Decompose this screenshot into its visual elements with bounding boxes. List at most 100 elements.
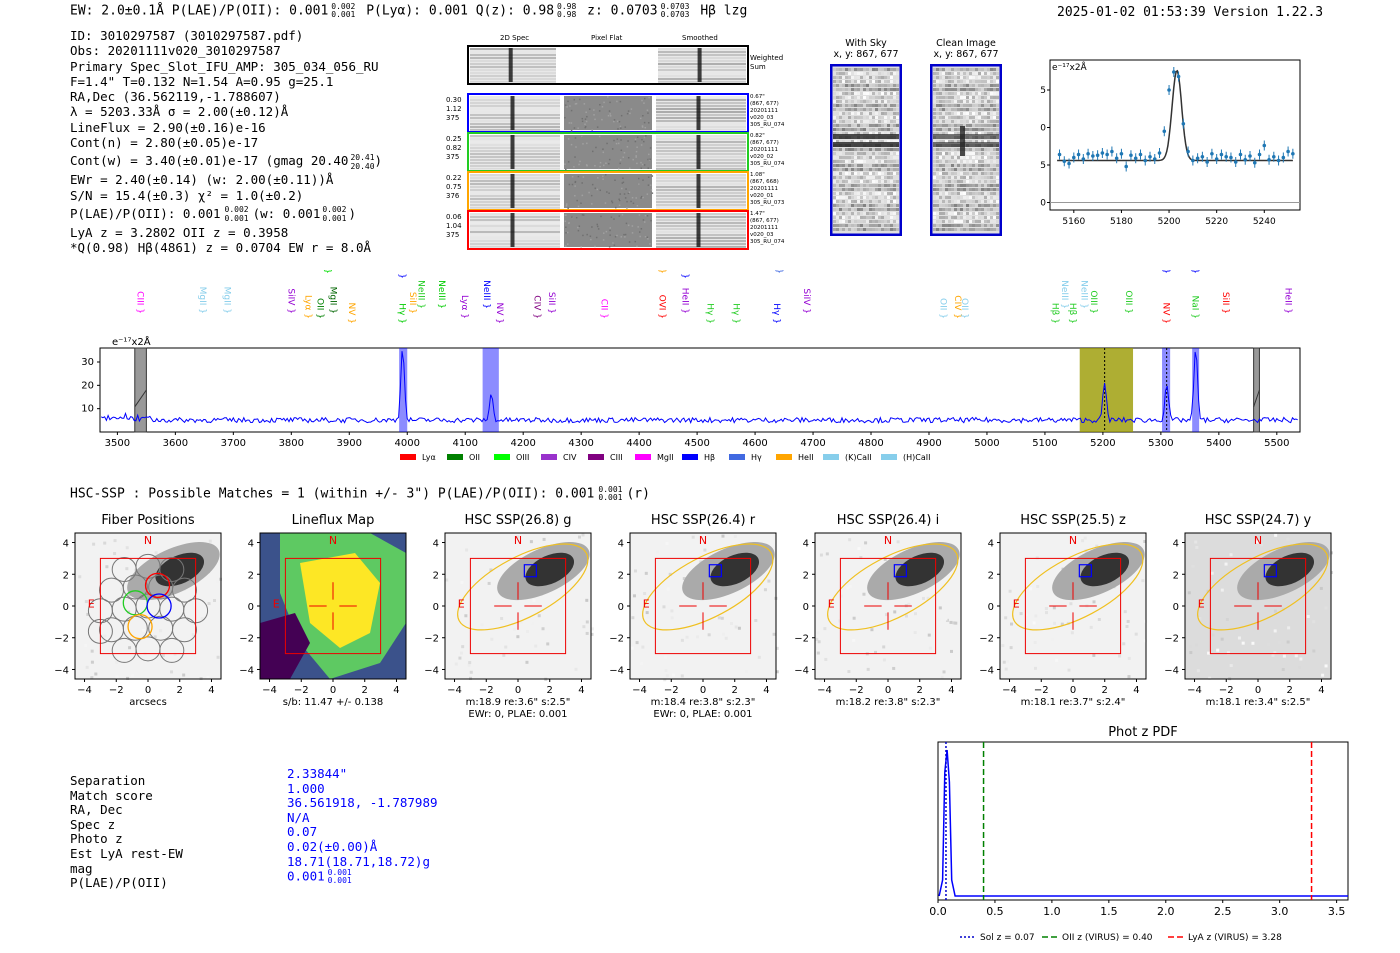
fiber-pixelflat-noise: [646, 236, 649, 239]
fiber-smoothed-row: [656, 165, 746, 167]
image-pixel: [969, 208, 972, 211]
fiber-smoothed-row: [656, 246, 746, 248]
image-pixel: [942, 84, 945, 87]
image-pixel: [960, 68, 963, 71]
image-band: [833, 134, 899, 139]
image-pixel: [966, 196, 969, 199]
image-pixel: [966, 116, 969, 119]
hsc-noise: [78, 606, 82, 610]
fiber-smoothed-row: [656, 105, 746, 107]
fiber-pixelflat-noise: [641, 99, 643, 102]
aperture-ellipse: [1197, 543, 1329, 631]
image-pixel: [951, 116, 954, 119]
image-pixel: [987, 76, 990, 79]
image-pixel: [933, 164, 936, 167]
fiber-smoothed-row: [656, 168, 746, 170]
image-pixel: [890, 108, 893, 111]
image-pixel: [972, 88, 975, 91]
image-pixel: [875, 92, 878, 95]
image-pixel: [969, 220, 972, 223]
image-pixel: [860, 212, 863, 215]
hsc-noise: [1251, 641, 1255, 645]
hsc-noise: [1126, 619, 1130, 623]
hsc-noise: [78, 575, 82, 579]
fiber-pixelflat-noise: [616, 234, 618, 237]
zoom-data-point: [1243, 157, 1248, 162]
image-pixel: [869, 96, 872, 99]
fiber-pixelflat-noise: [634, 140, 637, 143]
spectrum-ytick-label: 20: [81, 380, 94, 391]
hsc-ytick-label: 0: [618, 602, 624, 613]
image-pixel: [869, 204, 872, 207]
fiber-pixelflat-noise: [580, 202, 582, 204]
image-pixel: [842, 188, 845, 191]
hsc-noise: [1237, 636, 1241, 640]
image-pixel: [833, 96, 836, 99]
fiber-pixelflat-noise: [591, 150, 594, 153]
fiber-smoothed-row: [656, 102, 746, 104]
image-pixel: [851, 128, 854, 131]
image-pixel: [951, 156, 954, 159]
image-pixel: [842, 68, 845, 71]
image-pixel: [933, 96, 936, 99]
fiber-pixelflat-noise: [599, 103, 601, 106]
image-pixel: [954, 180, 957, 183]
emission-line-label: Hγ }: [771, 303, 781, 324]
image-pixel: [845, 88, 848, 91]
image-pixel: [996, 88, 999, 91]
emission-line-label: NV }: [346, 303, 356, 324]
image-pixel: [842, 180, 845, 183]
image-pixel: [848, 192, 851, 195]
match-marker: [708, 564, 722, 578]
image-pixel: [842, 160, 845, 163]
hsc-xtick-label: −4: [447, 685, 462, 696]
hsc-noise: [825, 552, 829, 556]
image-pixel: [993, 188, 996, 191]
info-plae: P(LAE)/P(OII): 0.001 0.002 0.001 (w: 0.001 0…: [70, 203, 382, 225]
image-pixel: [839, 112, 842, 115]
image-pixel: [854, 96, 857, 99]
image-pixel: [948, 212, 951, 215]
image-pixel: [933, 176, 936, 179]
hsc-noise: [531, 621, 535, 625]
hsc-noise: [529, 540, 533, 544]
image-pixel: [993, 204, 996, 207]
image-pixel: [981, 96, 984, 99]
hsc-noise: [585, 620, 589, 624]
image-pixel: [890, 96, 893, 99]
image-pixel: [878, 128, 881, 131]
image-pixel: [860, 172, 863, 175]
image-pixel: [957, 220, 960, 223]
fiber-pixelflat-noise: [609, 101, 611, 104]
image-pixel: [860, 104, 863, 107]
image-pixel: [969, 200, 972, 203]
image-pixel: [884, 176, 887, 179]
image-pixel: [978, 168, 981, 171]
image-pixel: [884, 228, 887, 231]
image-pixel: [936, 132, 939, 135]
image-pixel: [839, 160, 842, 163]
image-pixel: [890, 168, 893, 171]
image-pixel: [945, 172, 948, 175]
image-pixel: [996, 176, 999, 179]
image-pixel: [884, 92, 887, 95]
image-pixel: [896, 228, 899, 231]
image-pixel: [975, 180, 978, 183]
image-pixel: [984, 140, 987, 143]
image-pixel: [848, 88, 851, 91]
emission-line-label: SiIV }: [656, 270, 666, 274]
image-pixel: [996, 116, 999, 119]
header-z-sub: 0.0703: [660, 10, 690, 19]
image-pixel: [848, 180, 851, 183]
image-pixel: [936, 168, 939, 171]
info-plae-w-close: ): [348, 205, 356, 221]
image-pixel: [833, 156, 836, 159]
north-label: N: [144, 534, 152, 547]
image-pixel: [869, 196, 872, 199]
image-pixel: [945, 96, 948, 99]
image-pixel: [936, 188, 939, 191]
hsc-xtick-label: −2: [664, 685, 679, 696]
image-pixel: [966, 184, 969, 187]
fiber-pixelflat-noise: [618, 198, 620, 201]
header-ew-sub: 0.001: [331, 10, 356, 19]
